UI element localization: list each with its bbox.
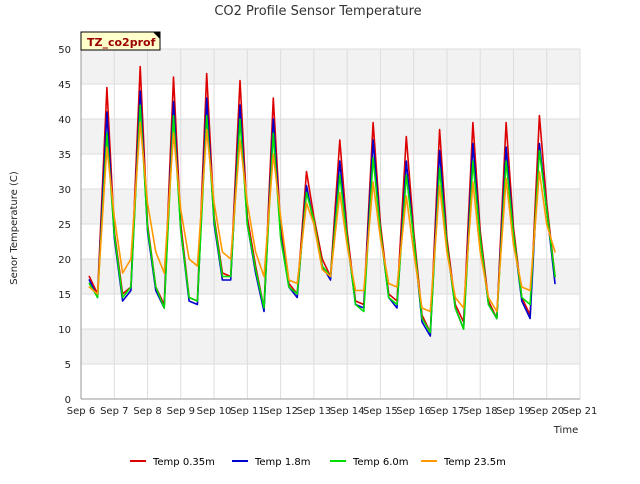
- x-tick-label: Sep 9: [167, 406, 195, 417]
- station-badge-label: TZ_co2prof: [87, 36, 156, 49]
- x-tick-label: Sep 8: [133, 406, 161, 417]
- legend-label: Temp 6.0m: [352, 457, 408, 468]
- station-badge-box: [80, 31, 161, 51]
- series-line-4: [88, 121, 556, 313]
- axes: 0 5 10 15 20 25 30 35 40 45 50 Sep 6 Sep 7 Sep 8 Sep 9…: [58, 45, 597, 417]
- x-tick-label: Sep 21: [563, 406, 598, 417]
- plot-band: [81, 329, 580, 364]
- plot-band: [81, 119, 580, 154]
- plot-background: [81, 49, 580, 399]
- x-tick-label: Sep 19: [496, 406, 531, 417]
- x-tick-label: Sep 16: [396, 406, 431, 417]
- y-tick-label: 25: [58, 220, 71, 231]
- plot-band: [81, 189, 580, 224]
- x-tick-label: Sep 17: [430, 406, 465, 417]
- plot-band: [81, 49, 580, 84]
- plot-band: [81, 154, 580, 189]
- plot-band: [81, 294, 580, 329]
- plot-band: [81, 84, 580, 119]
- y-tick-label: 35: [58, 150, 71, 161]
- y-tick-label: 0: [65, 395, 71, 406]
- x-tick-label: Sep 15: [363, 406, 398, 417]
- y-tick-label: 20: [58, 255, 71, 266]
- y-tick-label: 50: [58, 45, 71, 56]
- x-tick-label: Sep 10: [197, 406, 232, 417]
- y-tick-label: 15: [58, 290, 71, 301]
- x-tick-label: Sep 14: [330, 406, 365, 417]
- x-tick-label: Sep 20: [529, 406, 564, 417]
- x-tick-label: Sep 6: [67, 406, 95, 417]
- x-tick-label: Sep 11: [230, 406, 265, 417]
- legend: Temp 0.35m Temp 1.8m Temp 6.0m Temp 23.5m: [130, 457, 506, 468]
- chart-title: CO2 Profile Sensor Temperature: [214, 4, 421, 19]
- y-tick-label: 45: [58, 80, 71, 91]
- y-tick-label: 30: [58, 185, 71, 196]
- series-layer: [88, 65, 556, 337]
- legend-item-1: Temp 0.35m: [130, 457, 215, 468]
- legend-label: Temp 0.35m: [152, 457, 215, 468]
- legend-item-2: Temp 1.8m: [232, 457, 310, 468]
- legend-item-4: Temp 23.5m: [421, 457, 506, 468]
- station-badge-corner: [153, 32, 160, 39]
- x-tick-label: Sep 12: [263, 406, 298, 417]
- y-tick-label: 10: [58, 325, 71, 336]
- y-tick-label: 5: [65, 360, 71, 371]
- y-tick-label: 40: [58, 115, 71, 126]
- plot-band: [81, 364, 580, 399]
- legend-item-3: Temp 6.0m: [330, 457, 408, 468]
- legend-label: Temp 1.8m: [254, 457, 310, 468]
- x-tick-label: Sep 18: [463, 406, 498, 417]
- legend-label: Temp 23.5m: [443, 457, 506, 468]
- station-badge: TZ_co2prof: [80, 31, 161, 51]
- x-tick-label: Sep 7: [100, 406, 128, 417]
- plot-band: [81, 224, 580, 259]
- x-axis-title: Time: [553, 425, 578, 436]
- y-axis-title: Senor Temperature (C): [9, 171, 20, 285]
- x-tick-label: Sep 13: [296, 406, 331, 417]
